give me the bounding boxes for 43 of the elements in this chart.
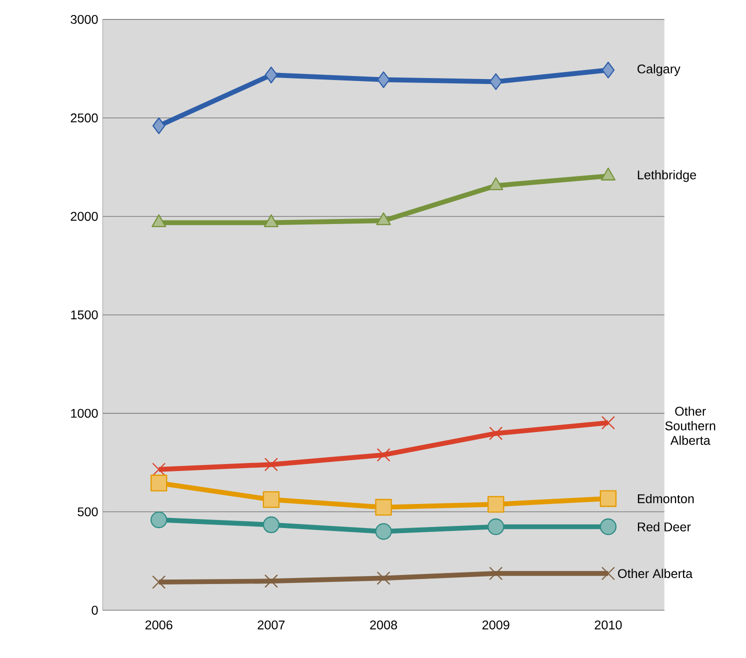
y-tick-label: 500 <box>78 507 98 516</box>
text: Other Southern Alberta <box>665 406 716 445</box>
y-tick-label: 3000 <box>70 15 98 24</box>
series-label: Lethbridge <box>638 170 696 182</box>
point <box>601 416 615 430</box>
x-tick-label: 2010 <box>594 620 622 630</box>
point <box>264 458 278 472</box>
x-tick-label: 2007 <box>258 620 285 630</box>
point <box>488 496 504 513</box>
point <box>262 516 280 534</box>
y-tick-label: 1500 <box>71 310 98 320</box>
point <box>150 474 168 492</box>
point <box>601 566 615 580</box>
series-label: Edmonton <box>638 494 694 504</box>
point <box>150 512 168 528</box>
point <box>152 462 166 476</box>
y-tick-label: 2000 <box>70 212 98 221</box>
x-tick-label: 2006 <box>145 620 172 630</box>
point <box>262 491 280 508</box>
point <box>488 518 504 536</box>
series-label: Red Deer <box>638 522 691 532</box>
y-tick-label: 2500 <box>70 113 98 122</box>
point <box>152 117 166 134</box>
point <box>264 66 278 84</box>
point <box>600 518 617 536</box>
point <box>489 73 502 90</box>
point <box>602 62 615 78</box>
point <box>152 575 166 589</box>
point <box>600 490 617 508</box>
point <box>376 571 390 585</box>
y-tick-label: 1000 <box>71 408 98 418</box>
series-label: Other Alberta <box>618 568 693 578</box>
x-tick-label: 2008 <box>370 620 398 630</box>
point <box>376 448 390 462</box>
x-tick-label: 2009 <box>482 620 510 630</box>
point <box>489 566 503 580</box>
y-tick-label: 0 <box>92 606 98 615</box>
point <box>264 574 278 588</box>
point <box>375 523 392 540</box>
series-label: Calgary <box>638 64 680 76</box>
point <box>377 71 390 88</box>
point <box>375 498 392 516</box>
point <box>489 426 503 440</box>
